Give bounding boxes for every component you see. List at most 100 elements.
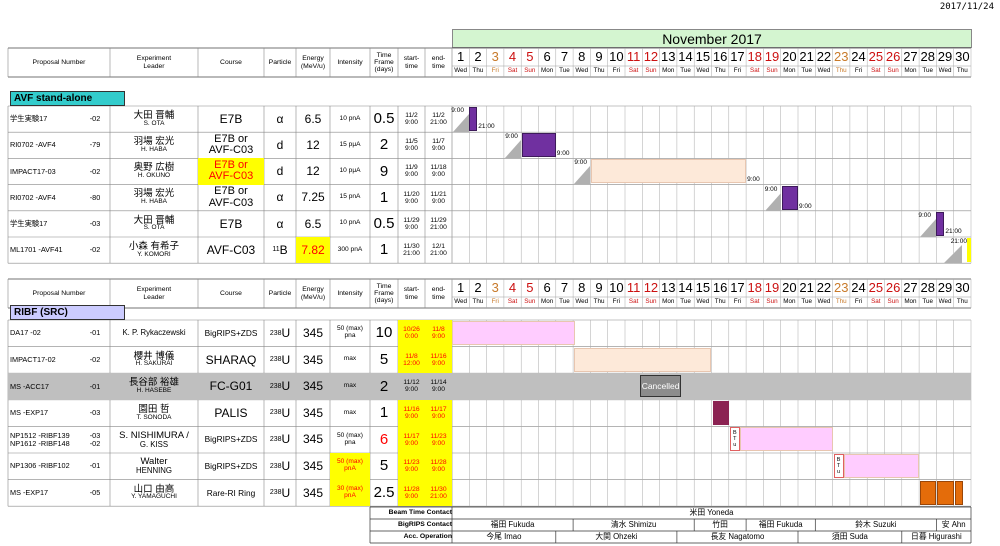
day-weekday: Mon (783, 298, 796, 306)
intensity: max (343, 408, 357, 416)
experiment-leader: 長谷部 裕雄 H. HASEBE (128, 377, 180, 395)
time-label: 9:00 (747, 176, 760, 184)
particle: α (276, 216, 284, 231)
day-number: 21 (799, 49, 814, 65)
day-number: 6 (543, 49, 551, 65)
start-time: 11/20 9:00 (403, 190, 420, 205)
day-number: 29 (937, 280, 953, 296)
proposal-sub: -03 -02 (89, 431, 101, 448)
beam-bar (469, 107, 478, 131)
time-label: 21:00 (478, 123, 495, 130)
proposal-sub: -03 (89, 408, 101, 418)
intensity: 10 pnA (339, 114, 361, 122)
proposal-sub: -02 (89, 245, 101, 255)
day-weekday: Fri (854, 67, 863, 75)
intensity: 10 pnA (339, 219, 361, 227)
beam-bar (967, 238, 971, 262)
course: E7B or AVF-C03 (208, 185, 254, 209)
time-label: 9:00 (764, 185, 778, 193)
time-frame: 0.5 (373, 215, 395, 233)
contact-name: 清水 Shimizu (610, 519, 657, 529)
proposal-number: MS -EXP17 (10, 488, 49, 498)
energy: 7.25 (301, 190, 325, 205)
day-number: 23 (834, 49, 849, 65)
contact-name: 長友 Nagatomo (710, 531, 765, 541)
day-number: 8 (578, 280, 586, 296)
header-start: start-time (403, 55, 420, 70)
day-weekday: Thu (714, 298, 726, 306)
time-frame: 2 (379, 136, 389, 154)
day-number: 16 (712, 280, 728, 296)
end-time: 11/23 9:00 (425, 426, 452, 453)
proposal-sub: -03 (89, 219, 101, 229)
intensity: 50 (max) pnA (330, 453, 370, 480)
course: E7B (219, 216, 243, 231)
day-weekday: Mon (541, 298, 554, 306)
header-energy: Energy (MeV/u) (300, 55, 326, 70)
day-weekday: Wed (454, 67, 468, 75)
experiment-leader: 山口 由高 Y. YAMAGUCHI (131, 483, 177, 501)
contact-name: 米田 Yoneda (689, 507, 734, 517)
course: E7B or AVF-C03 (208, 132, 254, 157)
day-number: 13 (661, 49, 676, 65)
beam-bar (843, 454, 920, 478)
day-number: 4 (508, 49, 517, 65)
header-leader: Experiment Leader (136, 55, 172, 70)
end-time: 11/17 9:00 (425, 399, 452, 427)
day-number: 12 (643, 280, 659, 296)
day-number: 17 (730, 49, 745, 65)
beam-bar (574, 347, 712, 372)
day-weekday: Sat (507, 298, 518, 306)
section-label-avf: AVF stand-alone (10, 91, 125, 106)
start-time: 10/26 0:00 (398, 320, 425, 347)
intensity: max (343, 355, 357, 363)
day-number: 10 (609, 280, 624, 296)
start-time: 11/30 21:00 (403, 243, 420, 258)
contact-name: 安 Ahn (941, 519, 966, 529)
day-number: 12 (643, 49, 659, 65)
day-weekday: Wed (817, 298, 831, 306)
day-weekday: Mon (662, 67, 675, 75)
time-frame: 2 (379, 377, 389, 395)
day-number: 14 (678, 49, 693, 65)
day-number: 7 (560, 280, 569, 296)
start-time: 11/17 9:00 (398, 426, 425, 453)
day-weekday: Wed (454, 298, 468, 306)
intensity: 50 (max) pna (336, 431, 363, 446)
day-weekday: Thu (472, 298, 484, 306)
energy: 12 (306, 164, 320, 179)
tuning-ramp (453, 114, 470, 132)
header-end: end-time (431, 286, 446, 301)
intensity: max (343, 382, 357, 390)
day-number: 3 (491, 280, 499, 296)
start-time: 11/8 12:00 (398, 346, 425, 374)
cancelled-badge: Cancelled (640, 375, 681, 398)
day-number: 5 (526, 49, 534, 65)
day-weekday: Sun (887, 298, 899, 306)
time-frame: 0.5 (373, 110, 395, 128)
header-course: Course (220, 289, 242, 297)
day-weekday: Sun (524, 67, 536, 75)
day-weekday: Thu (714, 67, 726, 75)
end-time: 11/14 9:00 (430, 379, 447, 394)
day-weekday: Sat (750, 67, 760, 75)
day-weekday: Tue (922, 67, 934, 75)
day-weekday: Fri (733, 67, 742, 75)
proposal-sub: -02 (89, 166, 101, 176)
intensity: 50 (max) pna (336, 325, 363, 340)
end-time: 11/7 9:00 (431, 138, 446, 153)
energy: 6.5 (304, 111, 322, 126)
day-weekday: Fri (854, 298, 863, 306)
experiment-leader: 大田 晋輔 S. OTA (133, 214, 175, 232)
day-number: 10 (609, 49, 624, 65)
contact-name: 今尾 Imao (486, 531, 522, 541)
day-weekday: Wed (938, 298, 952, 306)
proposal-sub: -05 (89, 488, 101, 498)
particle: 238 U (269, 326, 291, 340)
day-weekday: Sun (524, 298, 536, 306)
day-weekday: Fri (612, 298, 620, 306)
time-label: 9:00 (918, 211, 932, 219)
course: FC-G01 (209, 379, 253, 394)
header-particle: Particle (268, 289, 292, 297)
proposal-number: RI0702 -AVF4 (10, 192, 56, 202)
